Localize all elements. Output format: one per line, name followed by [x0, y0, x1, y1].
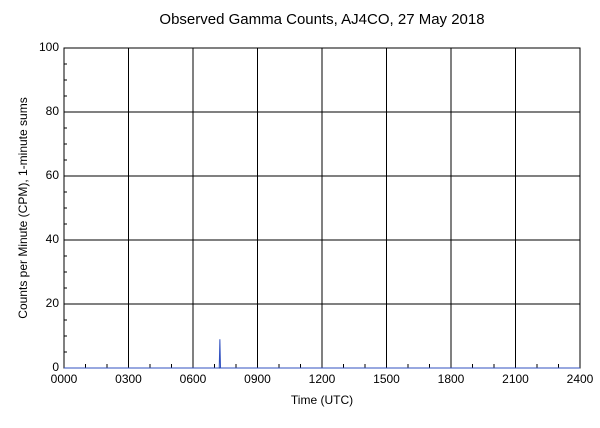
- x-tick-label: 2100: [502, 372, 529, 386]
- x-tick-label: 1200: [309, 372, 336, 386]
- y-tick-label: 60: [46, 168, 60, 182]
- x-tick-label: 2400: [567, 372, 594, 386]
- x-tick-label: 0600: [180, 372, 207, 386]
- x-tick-label: 1500: [373, 372, 400, 386]
- y-tick-label: 20: [46, 296, 60, 310]
- x-axis-label: Time (UTC): [291, 393, 353, 407]
- y-tick-label: 100: [39, 40, 59, 54]
- chart-title: Observed Gamma Counts, AJ4CO, 27 May 201…: [159, 11, 484, 28]
- x-tick-label: 0900: [244, 372, 271, 386]
- x-tick-label: 0000: [51, 372, 78, 386]
- y-tick-label: 0: [52, 360, 59, 374]
- data-line: [64, 339, 580, 369]
- y-tick-label: 80: [46, 104, 60, 118]
- y-tick-label: 40: [46, 232, 60, 246]
- y-axis-label: Counts per Minute (CPM), 1-minute sums: [16, 97, 30, 318]
- x-tick-label: 1800: [438, 372, 465, 386]
- x-tick-label: 0300: [115, 372, 142, 386]
